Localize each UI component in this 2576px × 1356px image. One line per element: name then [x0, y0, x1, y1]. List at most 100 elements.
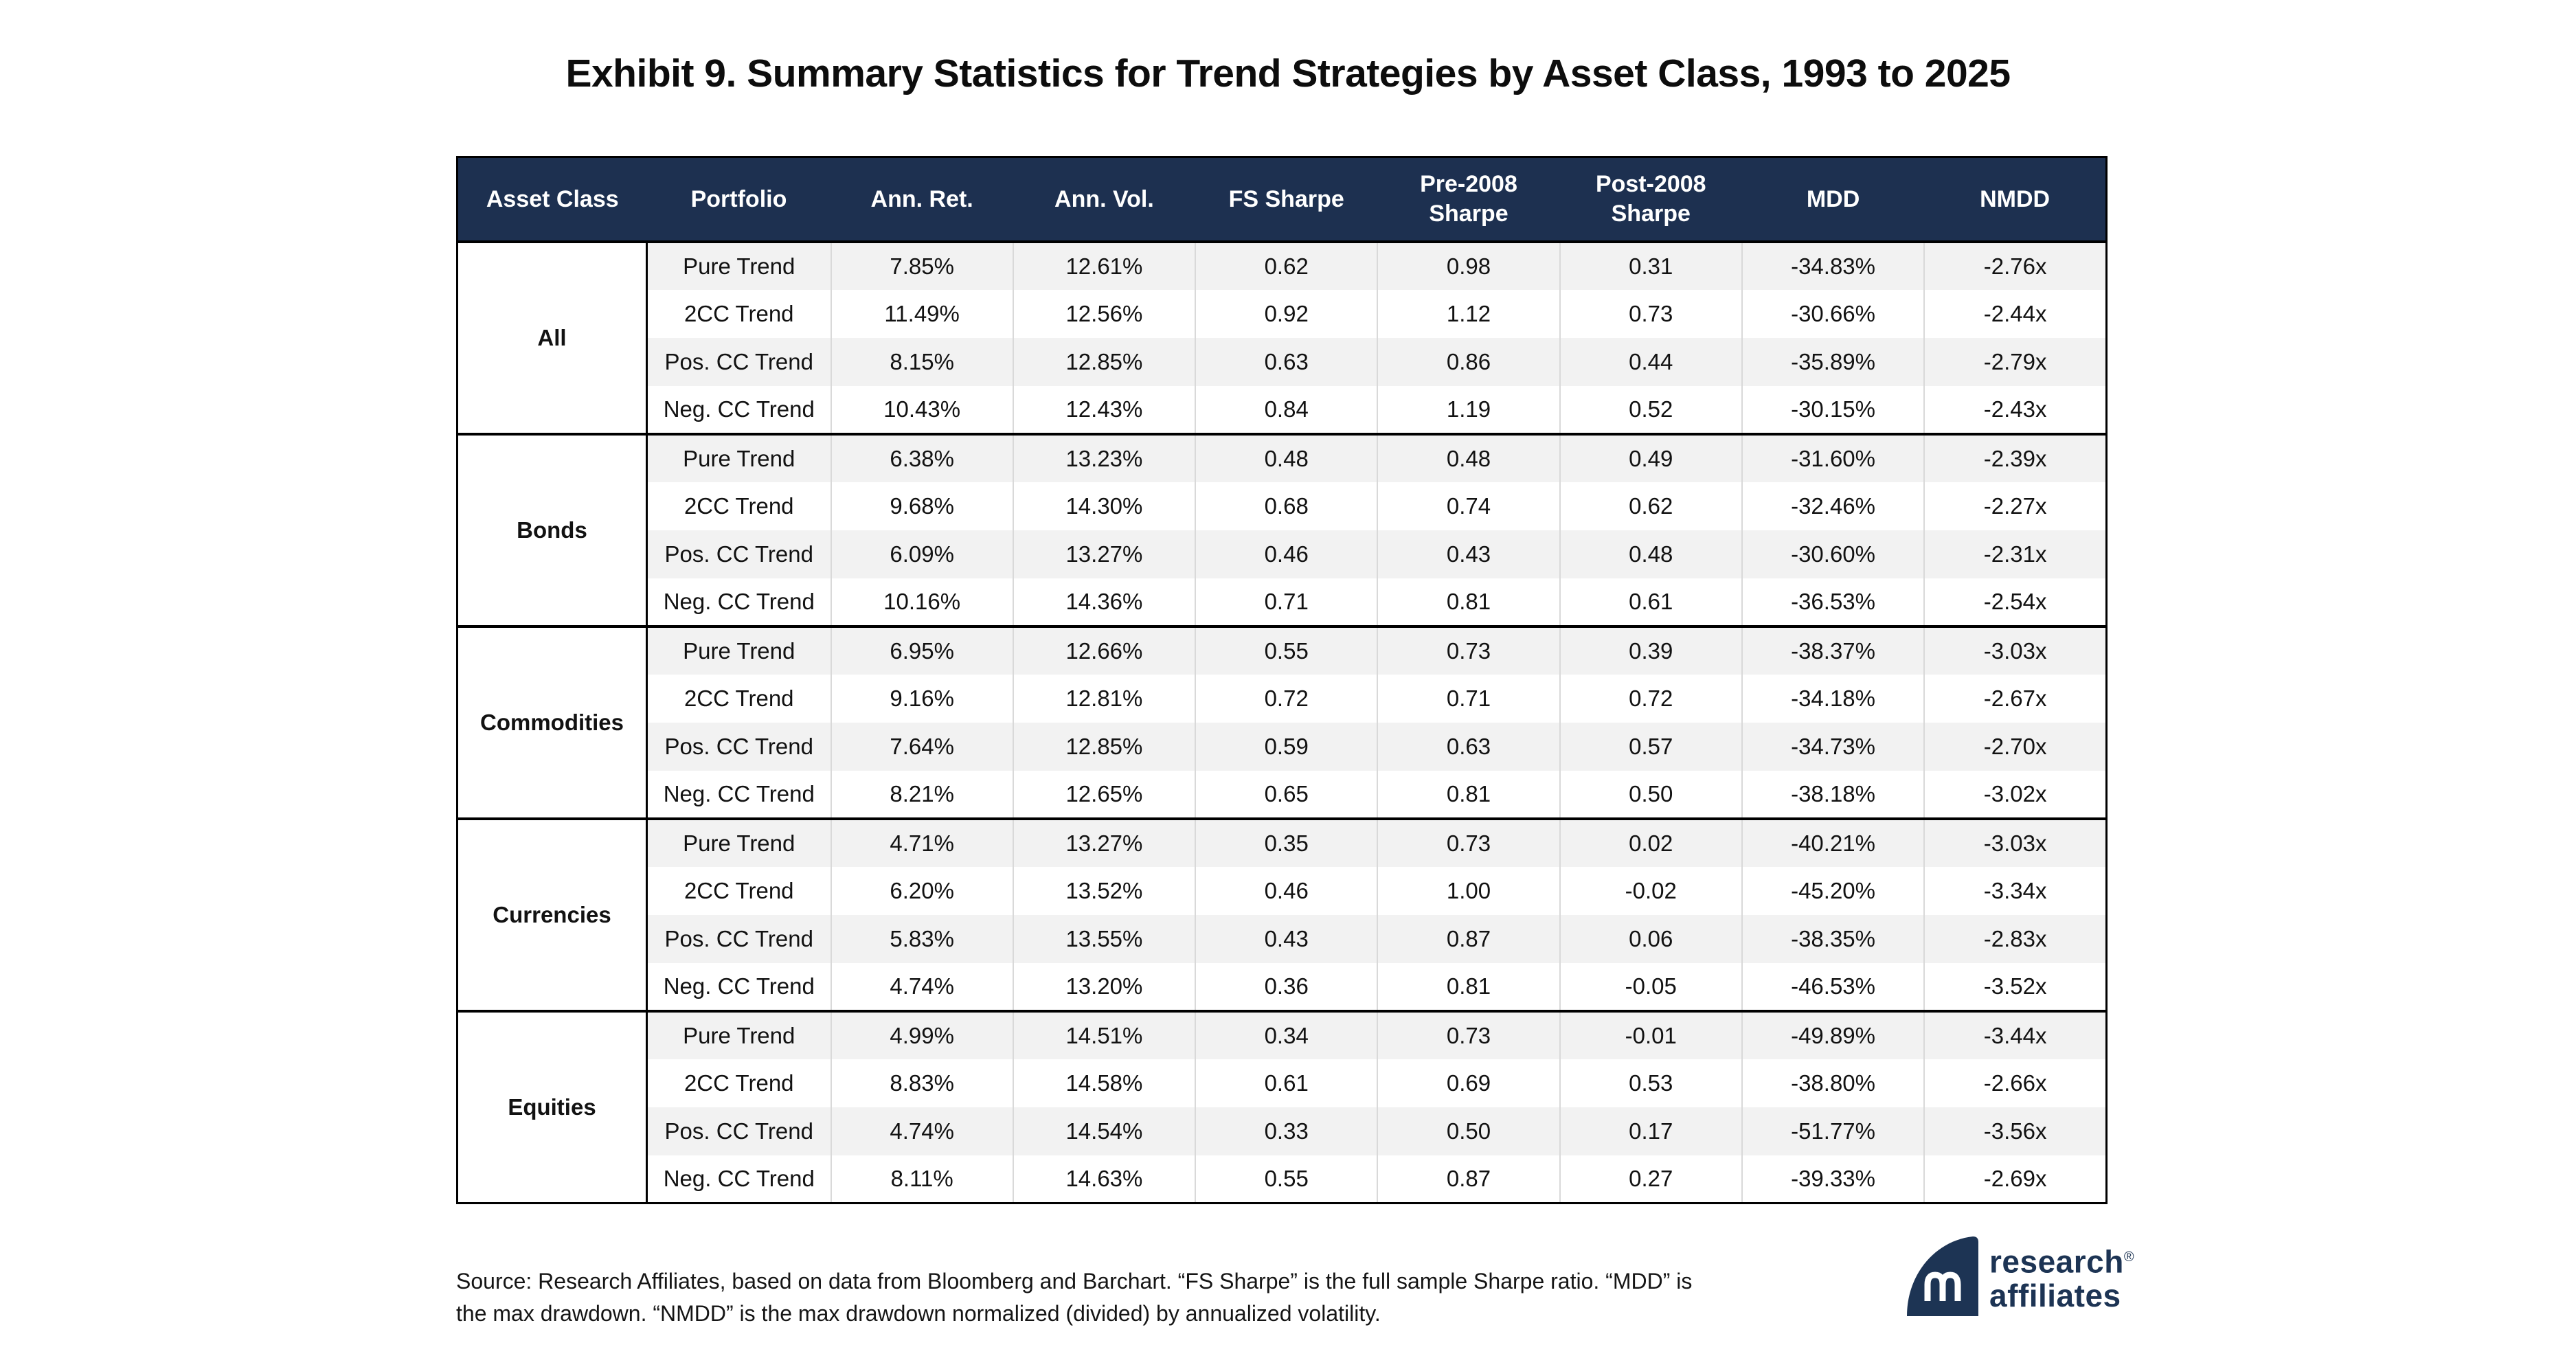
portfolio-cell: Pos. CC Trend — [646, 530, 831, 578]
table-row: Neg. CC Trend 8.11% 14.63% 0.55 0.87 0.2… — [457, 1155, 2107, 1204]
portfolio-cell: 2CC Trend — [646, 482, 831, 530]
value-cell: -51.77% — [1741, 1107, 1925, 1155]
value-cell: -3.03x — [1923, 626, 2107, 675]
value-cell: 0.48 — [1377, 433, 1560, 482]
value-cell: -35.89% — [1741, 337, 1925, 386]
value-cell: 0.69 — [1377, 1059, 1560, 1107]
value-cell: -49.89% — [1741, 1010, 1925, 1059]
portfolio-cell: Pure Trend — [646, 1010, 831, 1059]
value-cell: -39.33% — [1741, 1155, 1925, 1204]
column-header-mdd: MDD — [1741, 157, 1925, 242]
value-cell: -30.66% — [1741, 289, 1925, 338]
value-cell: 0.72 — [1559, 674, 1742, 723]
registered-trademark-symbol: ® — [2123, 1249, 2135, 1265]
value-cell: 0.48 — [1559, 530, 1742, 578]
value-cell: 0.43 — [1377, 530, 1560, 578]
value-cell: 7.85% — [830, 241, 1013, 290]
portfolio-cell: 2CC Trend — [646, 674, 831, 723]
portfolio-cell: Neg. CC Trend — [646, 578, 831, 626]
value-cell: -2.43x — [1923, 385, 2107, 434]
portfolio-cell: Pos. CC Trend — [646, 722, 831, 771]
value-cell: -34.83% — [1741, 241, 1925, 290]
value-cell: 8.21% — [830, 770, 1013, 819]
value-cell: 4.74% — [830, 962, 1013, 1011]
column-header-fs-sharpe: FS Sharpe — [1195, 157, 1378, 242]
value-cell: 4.74% — [830, 1107, 1013, 1155]
group-commodities: Commodities Pure Trend 6.95% 12.66% 0.55… — [457, 626, 2107, 819]
portfolio-cell: 2CC Trend — [646, 1059, 831, 1107]
value-cell: 0.53 — [1559, 1059, 1742, 1107]
value-cell: 0.71 — [1195, 578, 1378, 626]
value-cell: -30.15% — [1741, 385, 1925, 434]
value-cell: 0.52 — [1559, 385, 1742, 434]
value-cell: 8.11% — [830, 1155, 1013, 1204]
value-cell: 9.68% — [830, 482, 1013, 530]
asset-class-cell: Currencies — [457, 818, 648, 1011]
value-cell: 0.72 — [1195, 674, 1378, 723]
value-cell: -2.76x — [1923, 241, 2107, 290]
value-cell: 1.12 — [1377, 289, 1560, 338]
value-cell: 0.48 — [1195, 433, 1378, 482]
table-row: Pos. CC Trend 7.64% 12.85% 0.59 0.63 0.5… — [457, 722, 2107, 771]
value-cell: 0.73 — [1377, 1010, 1560, 1059]
value-cell: 0.63 — [1377, 722, 1560, 771]
value-cell: -2.83x — [1923, 914, 2107, 963]
value-cell: 13.52% — [1012, 866, 1196, 915]
value-cell: 8.83% — [830, 1059, 1013, 1107]
table-row: Currencies Pure Trend 4.71% 13.27% 0.35 … — [457, 818, 2107, 1011]
value-cell: -2.44x — [1923, 289, 2107, 338]
value-cell: -32.46% — [1741, 482, 1925, 530]
value-cell: -31.60% — [1741, 433, 1925, 482]
value-cell: 0.73 — [1559, 289, 1742, 338]
table-row: Neg. CC Trend 10.16% 14.36% 0.71 0.81 0.… — [457, 578, 2107, 626]
table-row: Neg. CC Trend 4.74% 13.20% 0.36 0.81 -0.… — [457, 962, 2107, 1011]
value-cell: 13.20% — [1012, 962, 1196, 1011]
value-cell: 0.35 — [1195, 818, 1378, 867]
portfolio-cell: 2CC Trend — [646, 866, 831, 915]
value-cell: 14.58% — [1012, 1059, 1196, 1107]
value-cell: 12.61% — [1012, 241, 1196, 290]
value-cell: -2.70x — [1923, 722, 2107, 771]
value-cell: -45.20% — [1741, 866, 1925, 915]
value-cell: 0.44 — [1559, 337, 1742, 386]
value-cell: 0.46 — [1195, 866, 1378, 915]
exhibit-title: Exhibit 9. Summary Statistics for Trend … — [565, 52, 2011, 95]
value-cell: -3.52x — [1923, 962, 2107, 1011]
value-cell: 0.62 — [1195, 241, 1378, 290]
value-cell: -0.01 — [1559, 1010, 1742, 1059]
column-header-ann-vol: Ann. Vol. — [1013, 157, 1196, 242]
value-cell: -0.05 — [1559, 962, 1742, 1011]
value-cell: 13.55% — [1012, 914, 1196, 963]
table-row: Pos. CC Trend 8.15% 12.85% 0.63 0.86 0.4… — [457, 337, 2107, 386]
value-cell: 4.99% — [830, 1010, 1013, 1059]
value-cell: 0.50 — [1559, 770, 1742, 819]
value-cell: 10.43% — [830, 385, 1013, 434]
value-cell: 9.16% — [830, 674, 1013, 723]
value-cell: 7.64% — [830, 722, 1013, 771]
value-cell: 0.65 — [1195, 770, 1378, 819]
value-cell: 6.38% — [830, 433, 1013, 482]
table-row: All Pure Trend 7.85% 12.61% 0.62 0.98 0.… — [457, 241, 2107, 434]
value-cell: -2.31x — [1923, 530, 2107, 578]
value-cell: 0.17 — [1559, 1107, 1742, 1155]
value-cell: -38.80% — [1741, 1059, 1925, 1107]
table-row: Neg. CC Trend 8.21% 12.65% 0.65 0.81 0.5… — [457, 770, 2107, 819]
asset-class-cell: Equities — [457, 1010, 648, 1204]
value-cell: 0.02 — [1559, 818, 1742, 867]
value-cell: 0.36 — [1195, 962, 1378, 1011]
asset-class-cell: All — [457, 241, 648, 434]
value-cell: 12.81% — [1012, 674, 1196, 723]
table-row: Bonds Pure Trend 6.38% 13.23% 0.48 0.48 … — [457, 433, 2107, 626]
value-cell: 1.00 — [1377, 866, 1560, 915]
portfolio-cell: 2CC Trend — [646, 289, 831, 338]
value-cell: 12.43% — [1012, 385, 1196, 434]
value-cell: 0.46 — [1195, 530, 1378, 578]
value-cell: 14.36% — [1012, 578, 1196, 626]
value-cell: -38.35% — [1741, 914, 1925, 963]
research-affiliates-wordmark: research® affiliates — [1989, 1240, 2134, 1313]
column-header-asset-class: Asset Class — [457, 157, 647, 242]
value-cell: 14.51% — [1012, 1010, 1196, 1059]
value-cell: -38.37% — [1741, 626, 1925, 675]
value-cell: 1.19 — [1377, 385, 1560, 434]
value-cell: 0.81 — [1377, 578, 1560, 626]
